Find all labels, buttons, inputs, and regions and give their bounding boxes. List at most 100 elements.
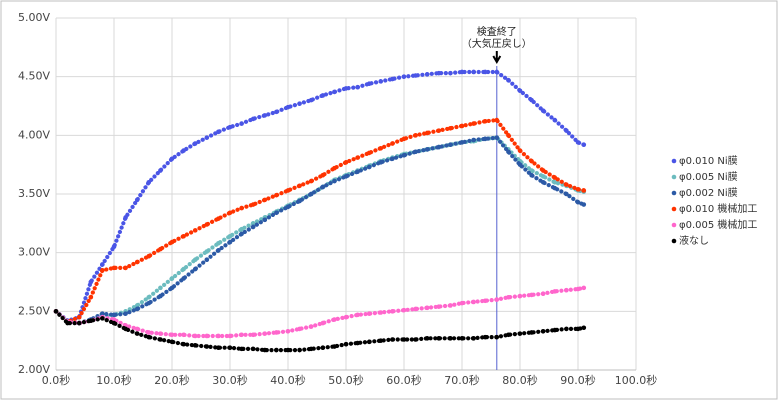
data-point xyxy=(158,331,163,336)
data-point xyxy=(111,320,117,326)
data-point xyxy=(540,328,546,334)
data-point xyxy=(366,81,372,87)
y-tick-label: 4.00V xyxy=(18,128,50,141)
x-tick-label: 50.0秒 xyxy=(328,373,364,387)
x-tick-label: 20.0秒 xyxy=(154,373,190,387)
legend-marker xyxy=(671,190,677,196)
data-point xyxy=(262,113,268,118)
legend-label: φ0.005 Ni膜 xyxy=(679,171,738,183)
data-point xyxy=(274,210,279,216)
data-point xyxy=(436,128,442,133)
data-point xyxy=(111,244,117,250)
legend-label: φ0.010 Ni膜 xyxy=(679,155,738,167)
data-point xyxy=(204,333,210,339)
data-point xyxy=(494,334,500,340)
data-point xyxy=(204,257,210,263)
x-tick-label: 10.0秒 xyxy=(96,373,132,387)
data-point xyxy=(158,293,163,299)
data-point xyxy=(494,69,500,75)
data-point xyxy=(100,311,105,316)
data-point xyxy=(581,325,587,331)
data-point xyxy=(494,297,500,302)
data-point xyxy=(158,246,163,252)
data-point xyxy=(308,346,314,352)
data-point xyxy=(482,118,488,124)
data-point xyxy=(564,326,569,332)
data-point xyxy=(158,337,163,342)
data-point xyxy=(274,192,279,198)
data-point xyxy=(436,144,442,150)
data-point xyxy=(552,117,558,123)
data-point xyxy=(506,332,511,338)
data-point xyxy=(169,285,175,291)
data-point xyxy=(413,133,418,138)
data-point xyxy=(529,158,534,164)
data-point xyxy=(123,215,128,220)
data-point xyxy=(123,265,128,271)
data-point xyxy=(355,312,360,318)
data-point xyxy=(204,135,210,140)
x-tick-label: 90.0秒 xyxy=(560,373,596,387)
data-point xyxy=(285,188,291,193)
data-point xyxy=(564,182,569,187)
data-point xyxy=(262,331,268,336)
data-point xyxy=(575,199,581,205)
data-point xyxy=(146,300,152,306)
data-point xyxy=(297,347,302,353)
data-point xyxy=(581,202,587,207)
data-point xyxy=(436,70,442,76)
data-point xyxy=(111,317,117,322)
data-point xyxy=(401,136,407,142)
data-point xyxy=(436,304,442,309)
data-point xyxy=(216,248,221,253)
data-point xyxy=(540,291,546,297)
data-point xyxy=(448,70,453,76)
data-point xyxy=(262,197,268,203)
annotation-text: 検査終了 xyxy=(477,25,517,38)
data-point xyxy=(581,142,587,148)
data-point xyxy=(482,334,488,340)
data-point xyxy=(378,145,384,151)
data-point xyxy=(413,306,418,312)
data-point xyxy=(540,168,546,173)
legend-marker xyxy=(671,174,677,180)
data-point xyxy=(581,285,587,291)
legend-label: 液なし xyxy=(679,234,709,247)
data-point xyxy=(343,174,349,179)
data-point xyxy=(355,169,360,175)
data-point xyxy=(274,109,279,115)
data-point xyxy=(100,316,105,321)
data-point xyxy=(239,346,244,352)
data-point xyxy=(76,314,82,320)
x-tick-label: 30.0秒 xyxy=(212,373,248,387)
data-point xyxy=(517,148,523,153)
data-point xyxy=(53,309,59,314)
data-point xyxy=(471,137,476,143)
data-point xyxy=(529,172,534,178)
data-point xyxy=(239,205,244,211)
data-point xyxy=(424,130,430,136)
legend-marker xyxy=(671,158,677,164)
data-point xyxy=(169,156,175,162)
data-point xyxy=(343,314,349,320)
data-point xyxy=(250,202,256,207)
data-point xyxy=(227,210,233,216)
data-point xyxy=(506,294,511,300)
data-point xyxy=(459,300,465,306)
data-point xyxy=(274,330,279,335)
y-tick-label: 3.50V xyxy=(18,187,50,200)
data-point xyxy=(564,128,569,133)
data-point xyxy=(552,179,558,185)
data-point xyxy=(227,333,233,339)
data-point xyxy=(482,298,488,304)
data-point xyxy=(134,197,140,203)
data-point xyxy=(552,289,558,294)
data-point xyxy=(111,265,117,271)
data-point xyxy=(390,337,395,342)
data-point xyxy=(448,142,453,148)
data-point xyxy=(181,341,186,347)
data-point xyxy=(459,140,465,145)
data-point xyxy=(239,226,244,232)
data-point xyxy=(216,216,221,221)
legend-label: φ0.002 Ni膜 xyxy=(679,187,738,199)
